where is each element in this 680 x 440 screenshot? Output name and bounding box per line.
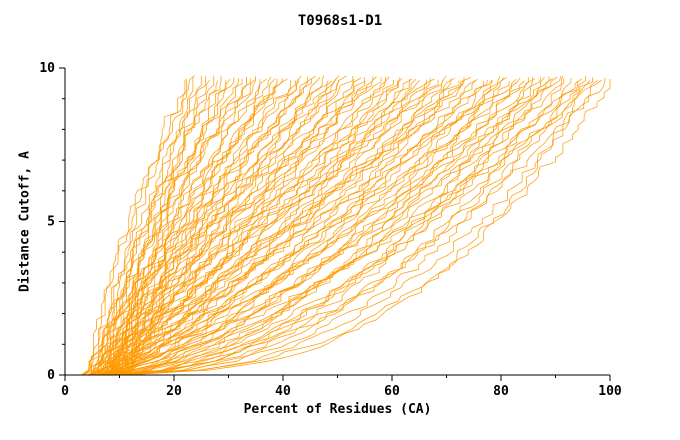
model-curve — [98, 76, 308, 375]
model-curve — [110, 80, 333, 375]
model-curve — [103, 80, 493, 376]
model-curve — [106, 78, 431, 376]
x-axis-label: Percent of Residues (CA) — [243, 402, 432, 417]
model-curve — [130, 75, 563, 376]
model-curve — [91, 80, 218, 375]
x-tick-label: 20 — [166, 384, 182, 399]
model-curve — [97, 78, 582, 376]
model-curve — [95, 80, 329, 375]
model-curve — [118, 77, 572, 376]
model-curve — [122, 80, 421, 375]
model-curve — [89, 77, 362, 376]
model-curve — [113, 75, 325, 376]
model-curve — [87, 80, 578, 376]
x-tick-label: 80 — [493, 384, 509, 399]
model-curve — [82, 75, 447, 376]
model-curve — [108, 77, 386, 376]
model-curve — [82, 75, 316, 376]
model-curve — [86, 80, 460, 376]
model-curve — [92, 80, 591, 376]
model-curve — [98, 78, 536, 376]
model-curve — [120, 77, 542, 376]
model-curve — [81, 78, 251, 376]
model-curve — [118, 76, 501, 376]
chart-title: T0968s1-D1 — [297, 13, 383, 29]
model-curve — [124, 78, 554, 376]
x-tick-label: 0 — [61, 384, 69, 399]
x-tick-label: 60 — [384, 384, 400, 399]
y-tick-label: 5 — [47, 215, 55, 230]
model-curve — [107, 80, 484, 376]
model-curve — [115, 77, 521, 376]
model-curve — [102, 79, 603, 376]
model-curve — [100, 78, 517, 376]
model-curve — [90, 79, 427, 376]
model-curve — [88, 79, 611, 376]
model-curve — [87, 75, 195, 376]
model-curve — [108, 75, 340, 376]
model-curve — [117, 79, 488, 376]
model-curve — [115, 76, 586, 376]
model-curve — [105, 76, 562, 376]
model-curve — [87, 76, 558, 376]
model-curve — [81, 77, 382, 376]
model-curve — [92, 79, 478, 376]
model-curve — [118, 77, 606, 376]
model-curve — [116, 76, 390, 376]
model-curve — [126, 77, 533, 376]
model-curve — [90, 80, 525, 376]
model-curve — [92, 78, 413, 376]
model-curve — [83, 80, 186, 376]
y-tick-label: 0 — [47, 368, 55, 383]
model-curve — [89, 79, 261, 376]
model-curve — [102, 77, 529, 376]
model-curve — [88, 79, 395, 376]
model-curve — [109, 79, 255, 375]
model-curve — [113, 80, 444, 376]
x-tick-label: 100 — [598, 384, 622, 399]
y-tick-label: 10 — [39, 61, 55, 76]
x-tick-label: 40 — [275, 384, 291, 399]
model-curve — [92, 75, 348, 375]
model-curve — [99, 77, 504, 376]
model-curve — [90, 80, 510, 376]
model-curve — [99, 78, 565, 376]
model-curve — [92, 80, 296, 376]
